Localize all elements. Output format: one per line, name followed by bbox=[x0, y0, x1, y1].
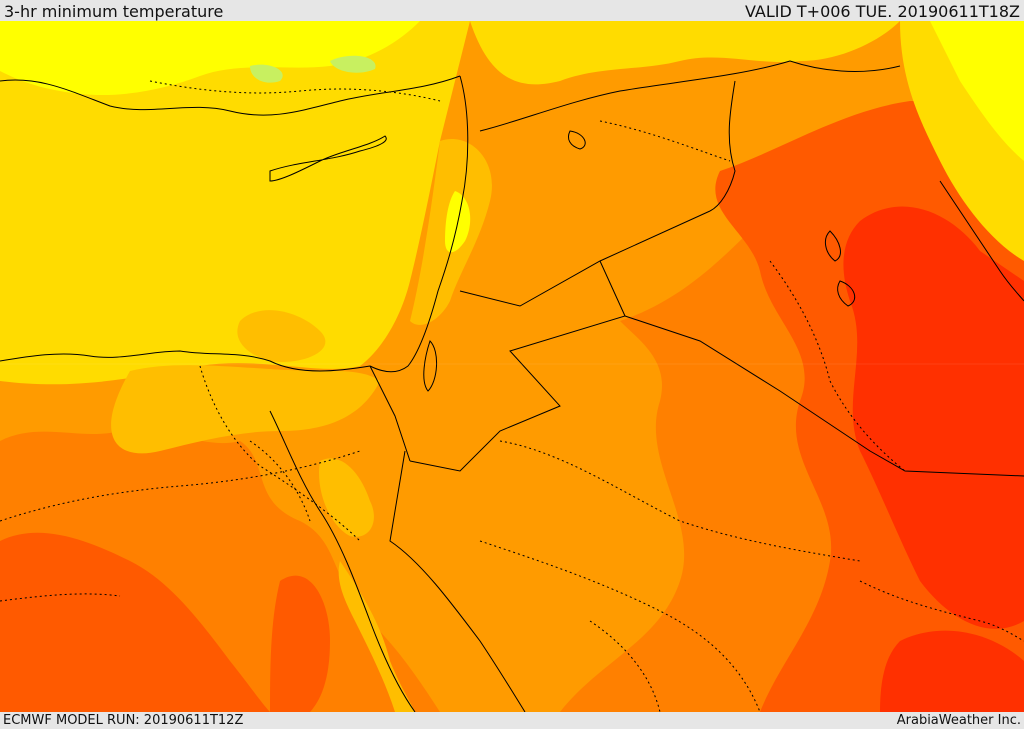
field-cool-green bbox=[250, 64, 283, 83]
map-canvas bbox=[0, 21, 1024, 712]
field-cool-green-2 bbox=[330, 55, 376, 73]
field-red-east bbox=[843, 206, 1024, 629]
field-yellow-med bbox=[0, 21, 470, 385]
model-run-label: ECMWF MODEL RUN: 20190611T12Z bbox=[3, 713, 244, 728]
header-bar: 3-hr minimum temperature VALID T+006 TUE… bbox=[0, 0, 1024, 21]
field-red-orange-west bbox=[0, 532, 270, 712]
footer-bar: ECMWF MODEL RUN: 20190611T12Z ArabiaWeat… bbox=[0, 712, 1024, 729]
field-light-yellow-ne bbox=[930, 21, 1024, 161]
field-red-orange-sw bbox=[270, 575, 330, 712]
field-light-yellow-north bbox=[0, 21, 420, 96]
field-light-orange-sinai bbox=[319, 458, 374, 537]
field-yellow-north bbox=[470, 21, 900, 85]
field-light-orange-redsea bbox=[338, 561, 415, 712]
field-light-orange-inland bbox=[237, 310, 326, 362]
credit-label: ArabiaWeather Inc. bbox=[896, 713, 1021, 728]
admin-boundaries bbox=[0, 80, 1024, 712]
temperature-map bbox=[0, 21, 1024, 712]
map-title: 3-hr minimum temperature bbox=[4, 2, 224, 21]
valid-time: VALID T+006 TUE. 20190611T18Z bbox=[744, 2, 1020, 21]
field-red-southeast bbox=[880, 630, 1024, 712]
coastlines bbox=[0, 75, 1024, 712]
borders bbox=[369, 60, 1024, 477]
field-light-orange-coast bbox=[111, 365, 380, 454]
